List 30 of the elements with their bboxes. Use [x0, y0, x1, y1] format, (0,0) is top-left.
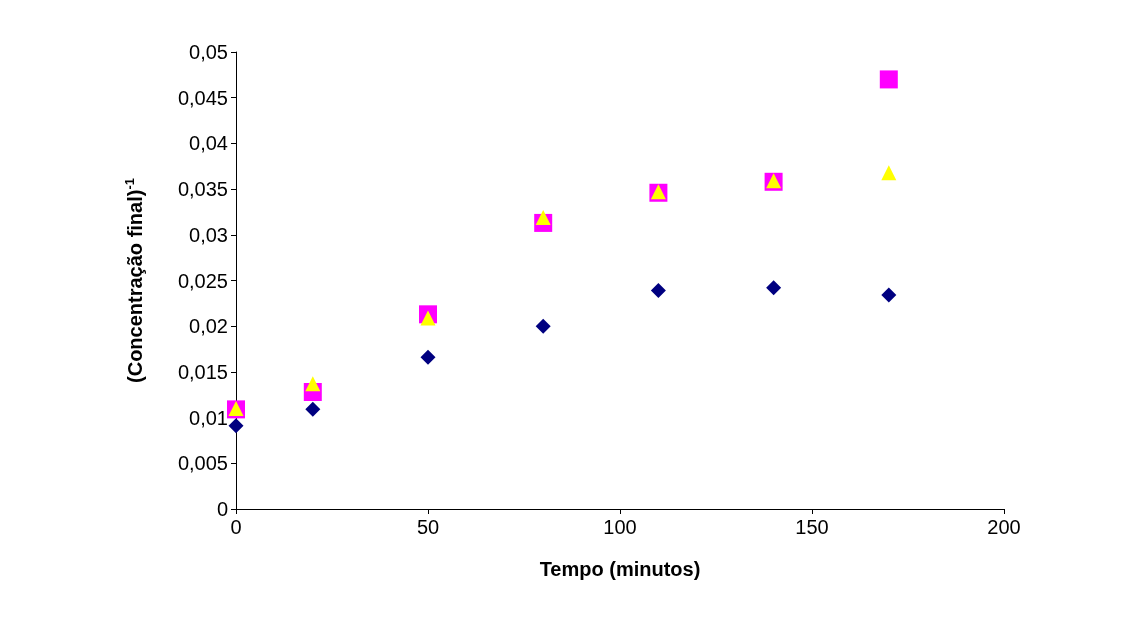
point — [420, 349, 436, 365]
y-tick-label: 0,025 — [177, 269, 228, 292]
y-tick-label: 0 — [216, 498, 228, 520]
point — [650, 283, 666, 299]
y-tick-label: 0,01 — [189, 406, 228, 429]
y-tick-label: 0,005 — [177, 452, 228, 475]
point — [305, 401, 321, 417]
x-axis-title: Tempo (minutos) — [539, 558, 701, 580]
y-tick-label: 0,04 — [189, 132, 228, 155]
y-tick-label: 0,035 — [177, 178, 228, 201]
point — [881, 287, 897, 303]
point — [881, 165, 897, 181]
point — [766, 280, 782, 296]
point — [535, 318, 551, 334]
y-tick-label: 0,05 — [189, 41, 228, 63]
x-tick-label: 0 — [230, 516, 242, 538]
point — [420, 310, 436, 326]
point — [879, 70, 898, 89]
y-tick-label: 0,045 — [177, 86, 228, 109]
x-tick-label: 150 — [795, 516, 829, 538]
x-tick-label: 200 — [987, 516, 1021, 538]
y-tick-label: 0,015 — [177, 360, 228, 383]
x-tick-label: 100 — [603, 516, 637, 538]
y-axis-title: (Concentração final)-1 — [122, 178, 146, 383]
point — [535, 209, 551, 225]
x-tick-label: 50 — [416, 516, 440, 538]
y-tick-label: 0,03 — [189, 223, 228, 246]
point — [228, 418, 244, 434]
y-tick-label: 0,02 — [189, 315, 228, 338]
point — [305, 376, 321, 392]
